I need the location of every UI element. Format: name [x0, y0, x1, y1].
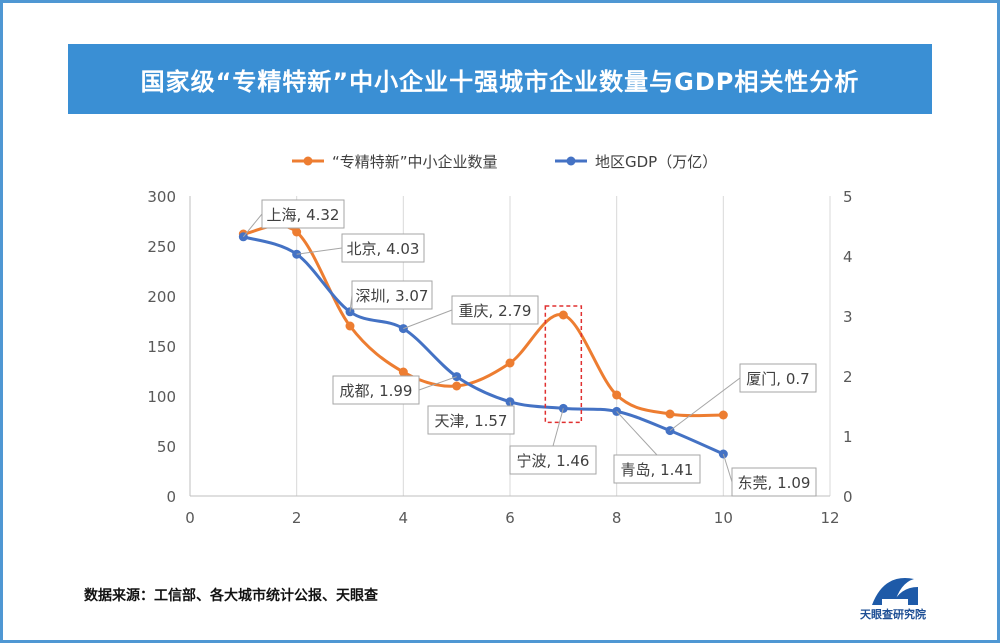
logo-text: 天眼查研究院 [860, 608, 926, 621]
y-left-tick-label: 200 [147, 288, 176, 306]
legend-swatch-marker [566, 156, 576, 166]
callout-box [739, 363, 817, 393]
data-labels: 上海, 4.32 北京, 4.03 深圳, 3.07 重庆, 2.79 成都, 1.99… [242, 199, 817, 497]
callout-box [451, 295, 539, 325]
data-label: 重庆, 2.79 [459, 302, 532, 320]
callout-box [509, 445, 597, 475]
y-left-tick-label: 0 [166, 488, 176, 506]
y-left-tick-label: 50 [157, 438, 176, 456]
company-count-point [452, 381, 462, 391]
y-left-tick-label: 150 [147, 338, 176, 356]
company-count-point [558, 310, 568, 320]
gdp-point [292, 249, 302, 259]
series-line-company-count [243, 224, 724, 418]
data-label: 上海, 4.32 [267, 206, 340, 224]
x-tick-label: 6 [505, 509, 515, 527]
y-left-tick-label: 100 [147, 388, 176, 406]
x-tick-label: 8 [612, 509, 622, 527]
callout-leader [242, 213, 263, 238]
callout-box [731, 467, 817, 497]
callout-box [332, 375, 420, 405]
callout-leader [403, 309, 453, 330]
y-left-tick-label: 250 [147, 238, 176, 256]
data-label: 北京, 4.03 [347, 240, 420, 258]
y-left-tick-label: 300 [147, 188, 176, 206]
callout-box [351, 280, 433, 310]
x-tick-label: 0 [185, 509, 195, 527]
company-count-point [398, 367, 408, 377]
highlight-box [544, 305, 583, 424]
company-count-point [665, 409, 675, 419]
tianyancha-logo-icon [872, 578, 918, 605]
data-label: 青岛, 1.41 [621, 461, 694, 479]
chart-title: 国家级“专精特新”中小企业十强城市企业数量与GDP相关性分析 [68, 44, 932, 114]
y-right-tick-label: 2 [843, 368, 853, 386]
legend-label: “专精特新”中小企业数量 [332, 153, 498, 171]
data-label: 厦门, 0.7 [746, 370, 809, 388]
company-count-point [345, 321, 355, 331]
legend-label: 地区GDP（万亿） [595, 153, 717, 171]
y-right-tick-label: 3 [843, 308, 853, 326]
company-count-point [718, 410, 728, 420]
data-source: 数据来源：工信部、各大城市统计公报、天眼查 [84, 588, 378, 604]
x-tick-label: 12 [820, 509, 839, 527]
data-label: 天津, 1.57 [435, 412, 508, 430]
legend-swatch-marker [303, 156, 313, 166]
y-right-tick-label: 4 [843, 248, 853, 266]
callout-leader [616, 411, 658, 456]
callout-leader [552, 408, 564, 447]
legend: “专精特新”中小企业数量 地区GDP（万亿） [292, 153, 717, 171]
callout-box [427, 405, 515, 435]
callout-box [613, 454, 701, 484]
series-lines [238, 224, 728, 459]
company-count-point [612, 390, 622, 400]
y-right-tick-label: 1 [843, 428, 853, 446]
callout-leader [296, 247, 343, 255]
y-right-tick-label: 5 [843, 188, 853, 206]
callout-leader [418, 376, 457, 391]
data-label: 东莞, 1.09 [738, 474, 811, 492]
y-right-tick-label: 0 [843, 488, 853, 506]
company-count-point [292, 227, 302, 237]
callout-leader [669, 377, 741, 431]
callout-box [261, 199, 345, 229]
data-label: 深圳, 3.07 [356, 287, 429, 305]
x-tick-label: 2 [292, 509, 302, 527]
x-tick-label: 10 [714, 509, 733, 527]
x-tick-label: 4 [399, 509, 409, 527]
company-count-point [505, 358, 515, 368]
series-line-gdp [242, 235, 724, 456]
callout-box [341, 233, 425, 263]
data-label: 宁波, 1.46 [517, 452, 590, 470]
callout-leader [722, 453, 733, 483]
data-label: 成都, 1.99 [340, 382, 413, 400]
